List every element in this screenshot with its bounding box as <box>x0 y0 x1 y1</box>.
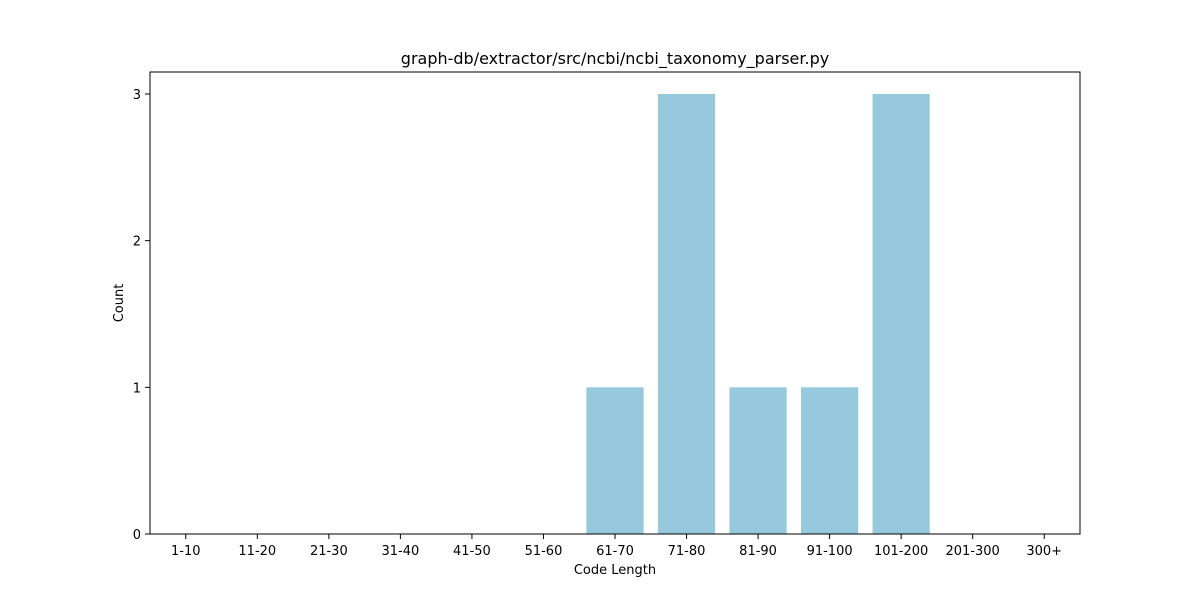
bar-71-80 <box>657 94 716 534</box>
x-tick-label: 11-20 <box>238 544 276 559</box>
x-tick-label: 61-70 <box>596 544 634 559</box>
bar-61-70 <box>586 387 644 534</box>
y-axis-label: Count <box>112 284 127 323</box>
x-tick-label: 1-10 <box>171 544 201 559</box>
bar-81-90 <box>729 387 787 534</box>
x-tick-label: 91-100 <box>807 544 853 559</box>
x-tick-label: 71-80 <box>668 544 706 559</box>
x-tick-label: 21-30 <box>310 544 348 559</box>
chart-title: graph-db/extractor/src/ncbi/ncbi_taxonom… <box>401 49 829 69</box>
x-tick-label: 51-60 <box>525 544 563 559</box>
bar-91-100 <box>801 387 859 534</box>
plot-frame <box>149 71 1081 535</box>
x-tick-label: 300+ <box>1026 544 1062 559</box>
x-tick-label: 41-50 <box>453 544 491 559</box>
x-tick-label: 31-40 <box>381 544 419 559</box>
x-axis-ticks: 1-10 11-20 21-30 31-40 41-50 51-60 61-70 71-80 8… <box>171 534 1062 559</box>
y-axis-ticks: 0 1 2 3 <box>133 88 150 543</box>
bar-101-200 <box>872 94 930 534</box>
x-tick-label: 101-200 <box>874 544 928 559</box>
y-tick-label: 2 <box>133 235 141 250</box>
y-tick-label: 3 <box>133 88 141 103</box>
x-tick-label: 201-300 <box>946 544 1000 559</box>
x-axis-label: Code Length <box>574 563 656 578</box>
y-tick-label: 0 <box>133 528 141 543</box>
y-tick-label: 1 <box>133 381 141 396</box>
bars-group <box>586 94 930 534</box>
x-tick-label: 81-90 <box>739 544 777 559</box>
